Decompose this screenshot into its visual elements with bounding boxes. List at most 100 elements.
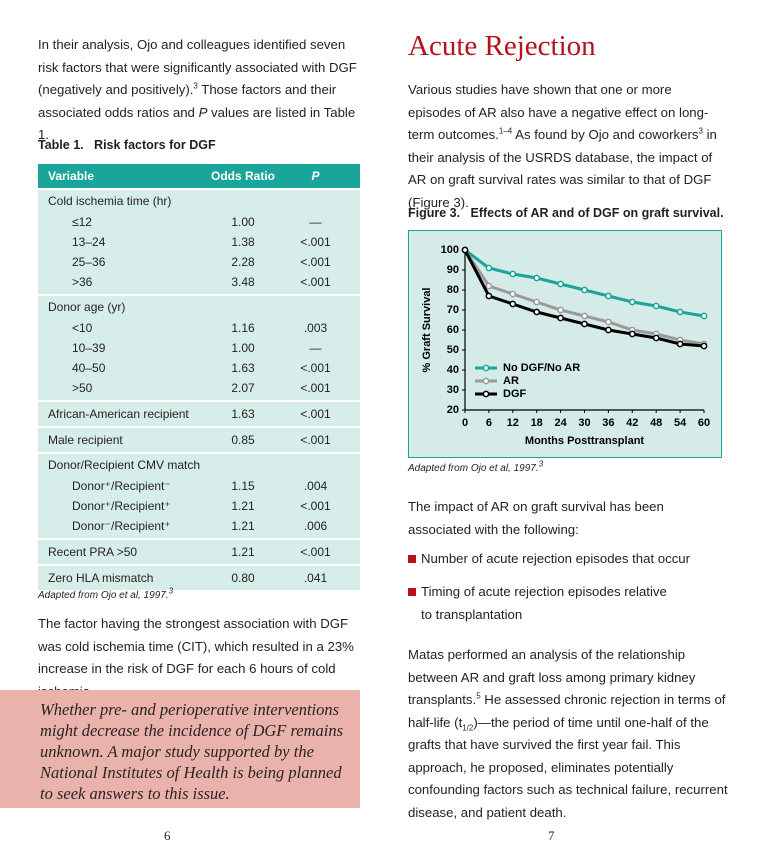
odds-ratio: 0.80 [231, 571, 255, 585]
legend-marker [482, 390, 490, 398]
p-value: <.001 [300, 545, 331, 559]
y-tick-label: 80 [447, 284, 459, 296]
legend-label: AR [503, 375, 519, 387]
ref: 3 [538, 459, 544, 469]
callout: Whether pre- and perioperative intervent… [40, 700, 344, 803]
data-point [557, 314, 564, 322]
bullet-text: Number of acute rejection episodes that … [421, 551, 691, 566]
odds-ratio: 1.63 [231, 407, 255, 421]
table-header: Variable Odds Ratio P [38, 164, 360, 188]
figure-title-text: Effects of AR and of DGF on graft surviv… [470, 206, 724, 220]
data-point [676, 308, 684, 316]
row-label: 25–36 [72, 255, 106, 269]
text: values are listed in Table 1. [38, 104, 356, 143]
table-subrow: 10–39 1.00 — [38, 338, 360, 358]
p-value: <.001 [300, 407, 331, 421]
row-label: >36 [72, 275, 93, 289]
p-value: — [309, 341, 322, 355]
legend-label: DGF [503, 388, 527, 400]
y-tick-label: 100 [441, 244, 459, 256]
legend-marker [482, 364, 490, 372]
table-row: Recent PRA >50 1.21 <.001 [38, 538, 360, 564]
y-tick-label: 50 [447, 344, 459, 356]
y-tick-label: 20 [447, 404, 459, 416]
data-point [485, 264, 493, 272]
p-value: .041 [303, 571, 328, 585]
paragraph: The impact of AR on graft survival has b… [408, 499, 664, 537]
table-subrow: >50 2.07 <.001 [38, 378, 360, 398]
text: in their analysis of the USRDS database,… [408, 127, 717, 210]
data-point [485, 282, 493, 290]
p-value: .004 [303, 479, 328, 493]
row-label: <10 [72, 321, 93, 335]
odds-ratio: 1.21 [231, 499, 255, 513]
y-tick-label: 60 [447, 324, 459, 336]
data-point [605, 326, 612, 334]
table-row: Cold ischemia time (hr) [38, 188, 360, 212]
row-label: Cold ischemia time (hr) [48, 194, 172, 208]
x-axis-label: Months Posttransplant [525, 435, 645, 447]
bullet [408, 588, 416, 596]
ref: 3 [698, 126, 703, 136]
table-subrow: Donor⁺/Recipient⁺ 1.21 <.001 [38, 496, 360, 516]
data-point [533, 274, 541, 282]
row-label: ≤12 [72, 215, 92, 229]
data-point [605, 292, 612, 300]
p-value: — [309, 215, 322, 229]
row-label: Recent PRA >50 [48, 545, 138, 559]
row-label: Zero HLA mismatch [48, 571, 154, 585]
p-value: <.001 [300, 381, 331, 395]
data-point [485, 292, 493, 300]
data-point [461, 246, 469, 254]
row-label: African-American recipient [48, 407, 189, 421]
data-point [509, 290, 517, 298]
p-value: <.001 [300, 235, 331, 249]
data-point [652, 334, 660, 342]
figure-source: Adapted from Ojo et al, 1997.3 [408, 459, 544, 474]
chart-frame [408, 230, 722, 458]
p-value: .006 [303, 519, 328, 533]
paragraph: Matas performed an analysis of the relat… [408, 644, 730, 824]
table-label: Table 1. [38, 138, 84, 152]
chart: 20 30 40 50 60 70 80 90 100 0 6 12 18 24 30 36 42 48 54 60 M… [408, 230, 722, 458]
text: As found by Ojo and coworkers [512, 127, 699, 142]
table-row: Zero HLA mismatch 0.80 .041 [38, 564, 360, 590]
table-row: Male recipient 0.85 <.001 [38, 426, 360, 452]
ref: 3 [193, 81, 198, 91]
callout-box: Whether pre- and perioperative intervent… [0, 690, 360, 808]
row-label: Donor⁺/Recipient⁺ [72, 499, 171, 513]
table-subrow: <10 1.16 .003 [38, 318, 360, 338]
x-tick-label: 30 [578, 417, 590, 429]
p-value: <.001 [300, 275, 331, 289]
p-value: <.001 [300, 255, 331, 269]
odds-ratio: 1.21 [231, 519, 255, 533]
column-header: P [311, 169, 320, 183]
table-subrow: 25–36 2.28 <.001 [38, 252, 360, 272]
x-tick-label: 6 [486, 417, 492, 429]
p-value: .003 [303, 321, 328, 335]
table-title: Table 1. Risk factors for DGF [38, 138, 216, 152]
table-subrow: ≤12 1.00 — [38, 212, 360, 232]
table-row: Donor/Recipient CMV match [38, 452, 360, 476]
text: P [198, 104, 208, 120]
row-label: Male recipient [48, 433, 123, 447]
row-label: Donor age (yr) [48, 300, 126, 314]
x-tick-label: 48 [650, 417, 662, 429]
intro: Various studies have shown that one or m… [408, 79, 728, 214]
table-subrow: Donor⁺/Recipient⁻ 1.15 .004 [38, 476, 360, 496]
ref: 3 [168, 586, 174, 596]
text: He assessed chronic rejection in terms o… [408, 692, 726, 730]
table-title-text: Risk factors for DGF [94, 138, 216, 152]
x-tick-label: 60 [698, 417, 710, 429]
table: Variable Odds Ratio P Cold ischemia time (h… [38, 164, 360, 590]
data-point [581, 320, 588, 328]
table-subrow: 40–50 1.63 <.001 [38, 358, 360, 378]
row-label: 40–50 [72, 361, 106, 375]
data-point [557, 280, 564, 288]
data-point [557, 306, 564, 314]
odds-ratio: 1.16 [231, 321, 255, 335]
table-subrow: 13–24 1.38 <.001 [38, 232, 360, 252]
ref: 5 [476, 691, 481, 701]
text: Matas performed an analysis of the relat… [408, 647, 696, 707]
